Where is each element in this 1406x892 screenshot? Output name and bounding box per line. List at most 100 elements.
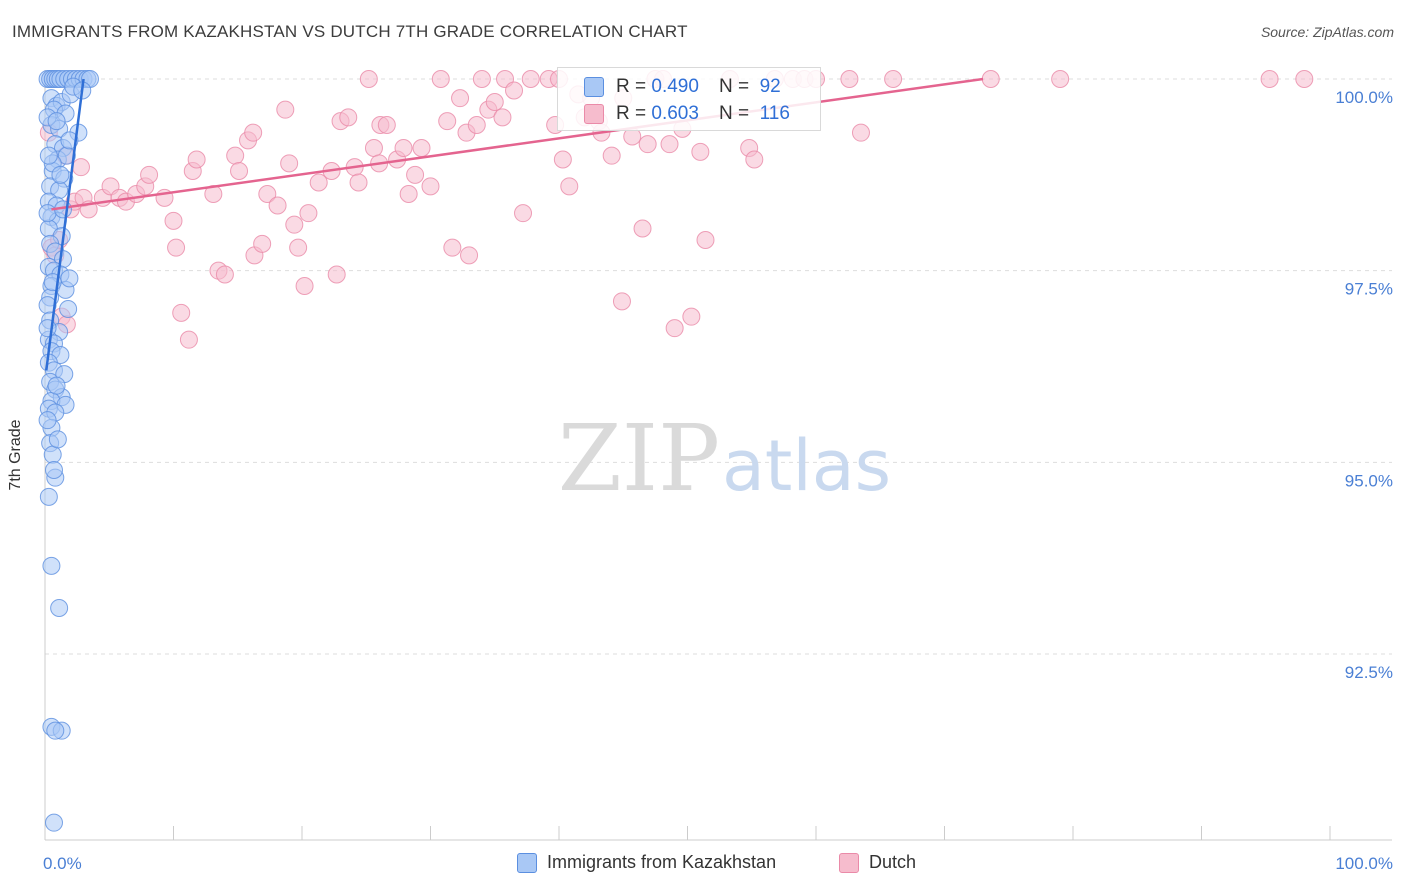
data-point [167,238,186,257]
data-point [840,70,859,88]
data-point [43,445,62,464]
data-point [289,238,308,257]
trend-lines [45,77,984,371]
data-point [309,173,328,192]
bottom-legend-swatch-pink [839,852,859,873]
data-point [327,265,346,284]
data-point [633,219,652,238]
y-tick-label: 92.5% [1345,663,1393,682]
data-point [244,123,263,142]
data-point [364,139,383,157]
correlation-legend: R = 0.490 N = 92 R = 0.603 N = 116 [557,67,821,131]
data-point [50,599,69,617]
y-tick-label: 97.5% [1345,280,1393,299]
data-point [299,204,318,223]
data-point [660,135,679,154]
data-point [164,211,183,230]
data-point [44,813,63,832]
source-label: Source: ZipAtlas.com [1260,24,1394,40]
data-point [467,116,486,134]
data-point [60,269,79,288]
data-point [258,185,277,203]
bottom-legend-kazakhstan: Immigrants from Kazakhstan [517,852,776,873]
data-point [521,70,540,88]
data-point [46,721,65,740]
data-point [612,292,631,311]
data-point [48,430,67,449]
data-point [851,123,870,142]
data-point [359,70,378,88]
bottom-legend-dutch: Dutch [839,852,916,873]
data-point [38,411,57,430]
watermark: ZIP atlas [558,405,891,512]
data-point [295,277,314,295]
data-point [280,154,299,173]
trend-line-kazakhstan [45,78,85,371]
y-tick-label: 95.0% [1345,471,1393,490]
legend-swatch-pink [584,104,604,124]
data-point [696,231,715,249]
data-point [349,173,368,192]
data-point [691,142,710,161]
data-point [42,556,61,575]
data-point [38,204,57,223]
x-tick-label: 100.0% [1335,854,1393,873]
data-point [140,165,159,184]
data-point [438,112,457,131]
legend-n-label: N = [718,103,750,124]
data-point [44,461,63,479]
data-point [406,165,425,184]
legend-n-value: 116 [759,103,790,124]
legend-n-label: N = [718,76,750,97]
data-point [285,215,304,234]
data-point [215,265,234,284]
bottom-legend-label: Immigrants from Kazakhstan [547,852,777,872]
series-kazakhstan-points [38,70,99,832]
watermark-atlas: atlas [722,425,891,507]
chart-title: IMMIGRANTS FROM KAZAKHSTAN VS DUTCH 7TH … [12,22,688,41]
legend-n-value: 92 [759,76,781,97]
data-point [187,150,206,169]
data-point [253,234,272,253]
data-point [412,139,431,157]
data-point [638,135,657,154]
data-point [472,70,491,88]
data-point [39,146,58,165]
legend-r-value: 0.603 [651,103,699,124]
data-point [276,100,295,119]
legend-row-dutch: R = 0.603 N = 116 [584,101,790,127]
data-point [884,70,903,88]
data-point [399,185,418,203]
legend-r-label: R = [616,76,647,97]
data-point [745,150,764,169]
grid-lines [45,78,1392,655]
data-point [682,307,701,326]
data-point [47,112,66,131]
data-point [51,165,70,184]
data-point [981,70,1000,88]
legend-swatch-blue [584,77,604,97]
legend-row-kazakhstan: R = 0.490 N = 92 [584,74,781,100]
data-point [268,196,287,215]
data-point [493,108,512,127]
data-point [394,139,413,157]
data-point [485,93,504,111]
data-point [71,158,90,177]
y-tick-labels: 92.5% 95.0% 97.5% 100.0% [1335,88,1393,682]
data-point [179,330,198,349]
bottom-legend-swatch-blue [517,852,537,873]
trend-line-dutch [51,77,984,211]
data-point [226,146,245,165]
data-point [560,177,579,196]
x-tick-label: 0.0% [43,854,82,873]
data-point [1295,70,1314,88]
data-point [451,89,470,108]
data-point [1051,70,1070,88]
data-point [602,146,621,165]
data-point [553,150,572,169]
data-point [230,162,249,180]
data-point [1260,70,1279,88]
data-point [39,487,58,506]
legend-r-label: R = [616,103,647,124]
